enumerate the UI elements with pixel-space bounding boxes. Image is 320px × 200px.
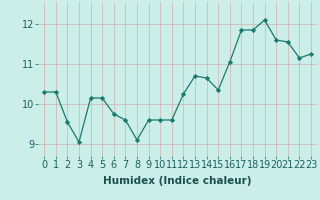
X-axis label: Humidex (Indice chaleur): Humidex (Indice chaleur) [103,176,252,186]
